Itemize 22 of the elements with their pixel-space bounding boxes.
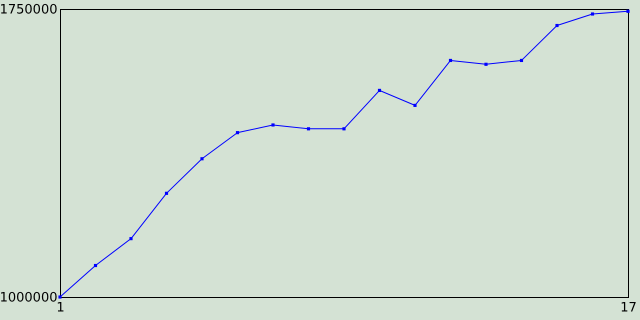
point [626, 10, 630, 13]
point [200, 157, 204, 160]
point [448, 58, 452, 62]
point [590, 12, 594, 16]
point [164, 192, 168, 195]
point [413, 104, 417, 107]
point [271, 123, 275, 127]
point [58, 295, 62, 299]
point [342, 127, 346, 130]
line-series [58, 10, 630, 299]
x-tick-label: 17 [620, 300, 637, 316]
point [306, 127, 310, 130]
point [555, 24, 559, 28]
point [378, 88, 382, 92]
point [484, 62, 488, 66]
point [94, 264, 98, 268]
y-tick-label: 1750000 [0, 2, 58, 18]
point [129, 237, 133, 240]
point [236, 131, 240, 134]
point [520, 58, 524, 62]
y-tick-label: 1000000 [0, 290, 58, 306]
x-tick-label: 1 [56, 300, 65, 316]
